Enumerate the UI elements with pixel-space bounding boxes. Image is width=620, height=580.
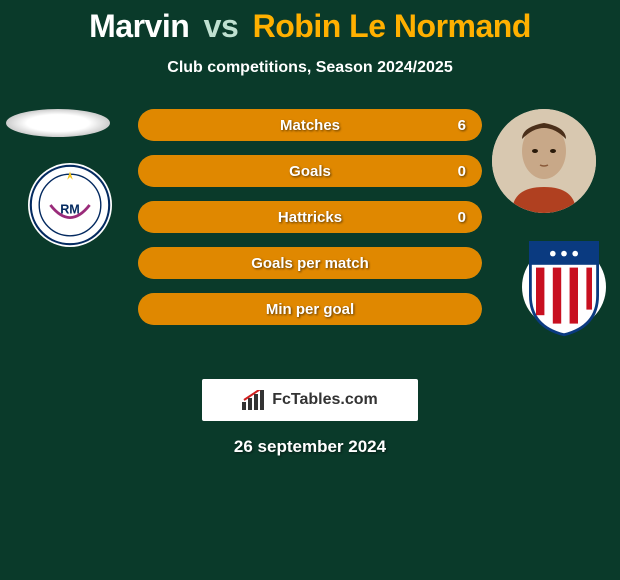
player2-name: Robin Le Normand [253,8,531,44]
stat-value-right: 6 [458,109,466,141]
stat-bar-min-per-goal: Min per goal [138,293,482,325]
brand-text: FcTables.com [272,391,378,409]
stat-bar-matches: Matches6 [138,109,482,141]
stat-bars: Matches6Goals0Hattricks0Goals per matchM… [138,109,482,339]
stat-label: Min per goal [138,293,482,325]
stat-value-right: 0 [458,201,466,233]
stat-value-right: 0 [458,155,466,187]
player2-photo [492,109,596,213]
comparison-area: RM Matches6Goa [0,109,620,369]
chart-icon [242,390,266,410]
stat-label: Matches [138,109,482,141]
atletico-madrid-icon [522,234,606,340]
stat-bar-hattricks: Hattricks0 [138,201,482,233]
player1-club-badge: RM [28,163,112,247]
stat-label: Hattricks [138,201,482,233]
player1-photo [6,109,110,137]
svg-text:RM: RM [60,202,80,216]
stat-label: Goals per match [138,247,482,279]
subtitle: Club competitions, Season 2024/2025 [0,59,620,77]
stat-bar-goals: Goals0 [138,155,482,187]
date-text: 26 september 2024 [0,437,620,457]
fctables-logo: FcTables.com [202,379,418,421]
stat-label: Goals [138,155,482,187]
comparison-title: Marvin vs Robin Le Normand [0,0,620,45]
player1-name: Marvin [89,8,189,44]
real-madrid-icon: RM [28,163,112,247]
vs-text: vs [204,8,239,44]
player2-club-badge [522,245,606,329]
stat-bar-goals-per-match: Goals per match [138,247,482,279]
